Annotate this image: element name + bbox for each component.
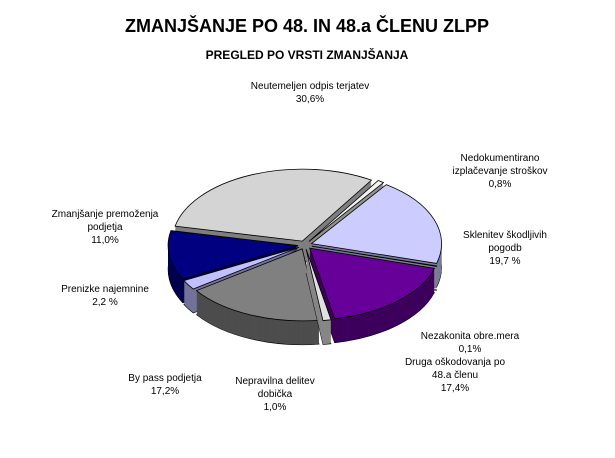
- pie-slice: [310, 184, 442, 264]
- pie-slice: [183, 246, 300, 290]
- slice-label: Zmanjšanje premoženja podjetja 11,0%: [45, 208, 165, 247]
- chart-subtitle: PREGLED PO VRSTI ZMANJŠANJA: [206, 47, 409, 62]
- pie-slice: [305, 249, 332, 321]
- category-label: Nepravilna delitev dobička: [235, 376, 315, 400]
- pie-slice: [308, 180, 385, 242]
- chart-title: ZMANJŠANJE PO 48. IN 48.a ČLENU ZLPP: [125, 15, 489, 36]
- slice-label: By pass podjetja 17,2%: [110, 372, 220, 398]
- category-label: Druga oškodovanja po 48.a členu: [404, 357, 506, 381]
- pie-slice: [195, 248, 320, 322]
- slice-label: Druga oškodovanja po 48.a členu 17,4%: [395, 356, 515, 395]
- category-label: Zmanjšanje premoženja podjetja: [51, 209, 159, 233]
- value-label: 0,1%: [458, 344, 482, 355]
- slice-label: Neutemeljen odpis terjatev 30,6%: [245, 80, 375, 106]
- value-label: 19,7 %: [489, 256, 521, 267]
- slice-label: Nezakonita obre.mera 0,1%: [405, 330, 535, 356]
- value-label: 2,2 %: [92, 297, 118, 308]
- slice-label: Prenizke najemnine 2,2 %: [50, 283, 160, 309]
- pie-slice: [174, 168, 373, 242]
- category-label: Sklenitev škodljivih pogodb: [463, 230, 547, 254]
- category-label: Nedokumentirano izplačevanje stroškov: [452, 153, 548, 177]
- value-label: 1,0%: [263, 402, 287, 413]
- pie-slice: [311, 245, 438, 267]
- category-label: Neutemeljen odpis terjatev: [250, 81, 370, 92]
- value-label: 17,4%: [440, 383, 470, 394]
- category-label: Prenizke najemnine: [61, 284, 149, 295]
- value-label: 0,8%: [488, 179, 512, 190]
- value-label: 30,6%: [295, 94, 325, 105]
- value-label: 11,0%: [91, 235, 119, 246]
- category-label: Nezakonita obre.mera: [420, 331, 520, 342]
- slice-label: Nedokumentirano izplačevanje stroškov 0,8…: [440, 152, 560, 191]
- category-label: By pass podjetja: [128, 373, 202, 384]
- slice-label: Nepravilna delitev dobička 1,0%: [220, 375, 330, 414]
- slice-label: Sklenitev škodljivih pogodb 19,7 %: [450, 229, 560, 268]
- pie-slice: [309, 247, 436, 320]
- slice-side-layer: [311, 247, 437, 268]
- value-label: 17,2%: [150, 386, 180, 397]
- pie-slice: [167, 230, 299, 280]
